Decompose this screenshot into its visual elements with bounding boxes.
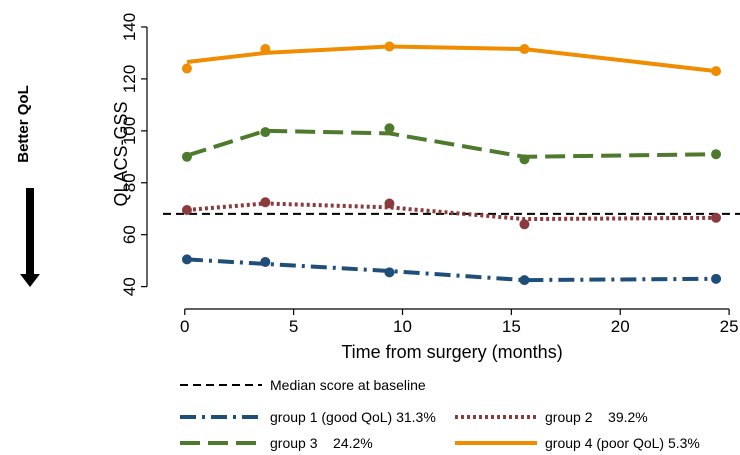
legend-label-series-4: group 4 (poor QoL) 5.3% [545, 435, 700, 451]
data-point [384, 267, 395, 278]
data-point [711, 149, 722, 160]
legend-label-series-1: group 1 (good QoL) 31.3% [270, 409, 436, 425]
data-point [711, 273, 722, 284]
data-point [181, 63, 192, 74]
x-tick-label: 10 [393, 317, 412, 336]
data-point [181, 151, 192, 162]
data-point [260, 44, 271, 55]
x-tick-label: 25 [720, 317, 739, 336]
x-tick-label: 15 [502, 317, 521, 336]
x-tick-label: 20 [611, 317, 630, 336]
x-axis-title: Time from surgery (months) [341, 342, 562, 362]
data-point [519, 154, 530, 165]
legend-label-series-2: group 2 39.2% [545, 409, 648, 425]
better-qol-label: Better QoL [15, 85, 32, 163]
data-point [181, 205, 192, 216]
data-point [519, 275, 530, 286]
side-annotation: Better QoL [15, 85, 40, 287]
y-axis-title: QLACS-GSS [111, 101, 131, 206]
data-point [260, 127, 271, 138]
series-1 [181, 254, 722, 286]
data-point [384, 123, 395, 134]
data-point [384, 41, 395, 52]
legend-label-series-3: group 3 24.2% [270, 435, 373, 451]
x-tick-label: 5 [289, 317, 298, 336]
series-4 [181, 41, 722, 77]
legend: Median score at baseline group 1 (good Qo… [180, 377, 700, 451]
series-2 [181, 197, 722, 230]
data-point [519, 44, 530, 55]
y-tick-label: 140 [120, 13, 139, 41]
y-tick-label: 80 [120, 173, 139, 192]
series-line [186, 201, 717, 222]
legend-label-reference: Median score at baseline [270, 377, 426, 393]
series-group [181, 41, 722, 286]
x-tick-label: 0 [180, 317, 189, 336]
better-qol-arrow-shaft [26, 188, 34, 274]
series-line [186, 128, 717, 159]
data-point [260, 197, 271, 208]
axes: 40 60 80 100 120 140 0 5 10 15 20 25 [120, 13, 739, 336]
better-qol-arrow-head [20, 274, 40, 287]
series-3 [181, 123, 722, 165]
y-tick-label: 60 [120, 225, 139, 244]
data-point [384, 198, 395, 209]
data-point [711, 66, 722, 77]
data-point [260, 256, 271, 267]
data-point [181, 254, 192, 265]
series-line [186, 257, 717, 283]
y-tick-label: 40 [120, 277, 139, 296]
data-point [711, 212, 722, 223]
data-point [519, 219, 530, 230]
y-tick-label: 120 [120, 65, 139, 93]
y-tick-label: 100 [120, 117, 139, 145]
